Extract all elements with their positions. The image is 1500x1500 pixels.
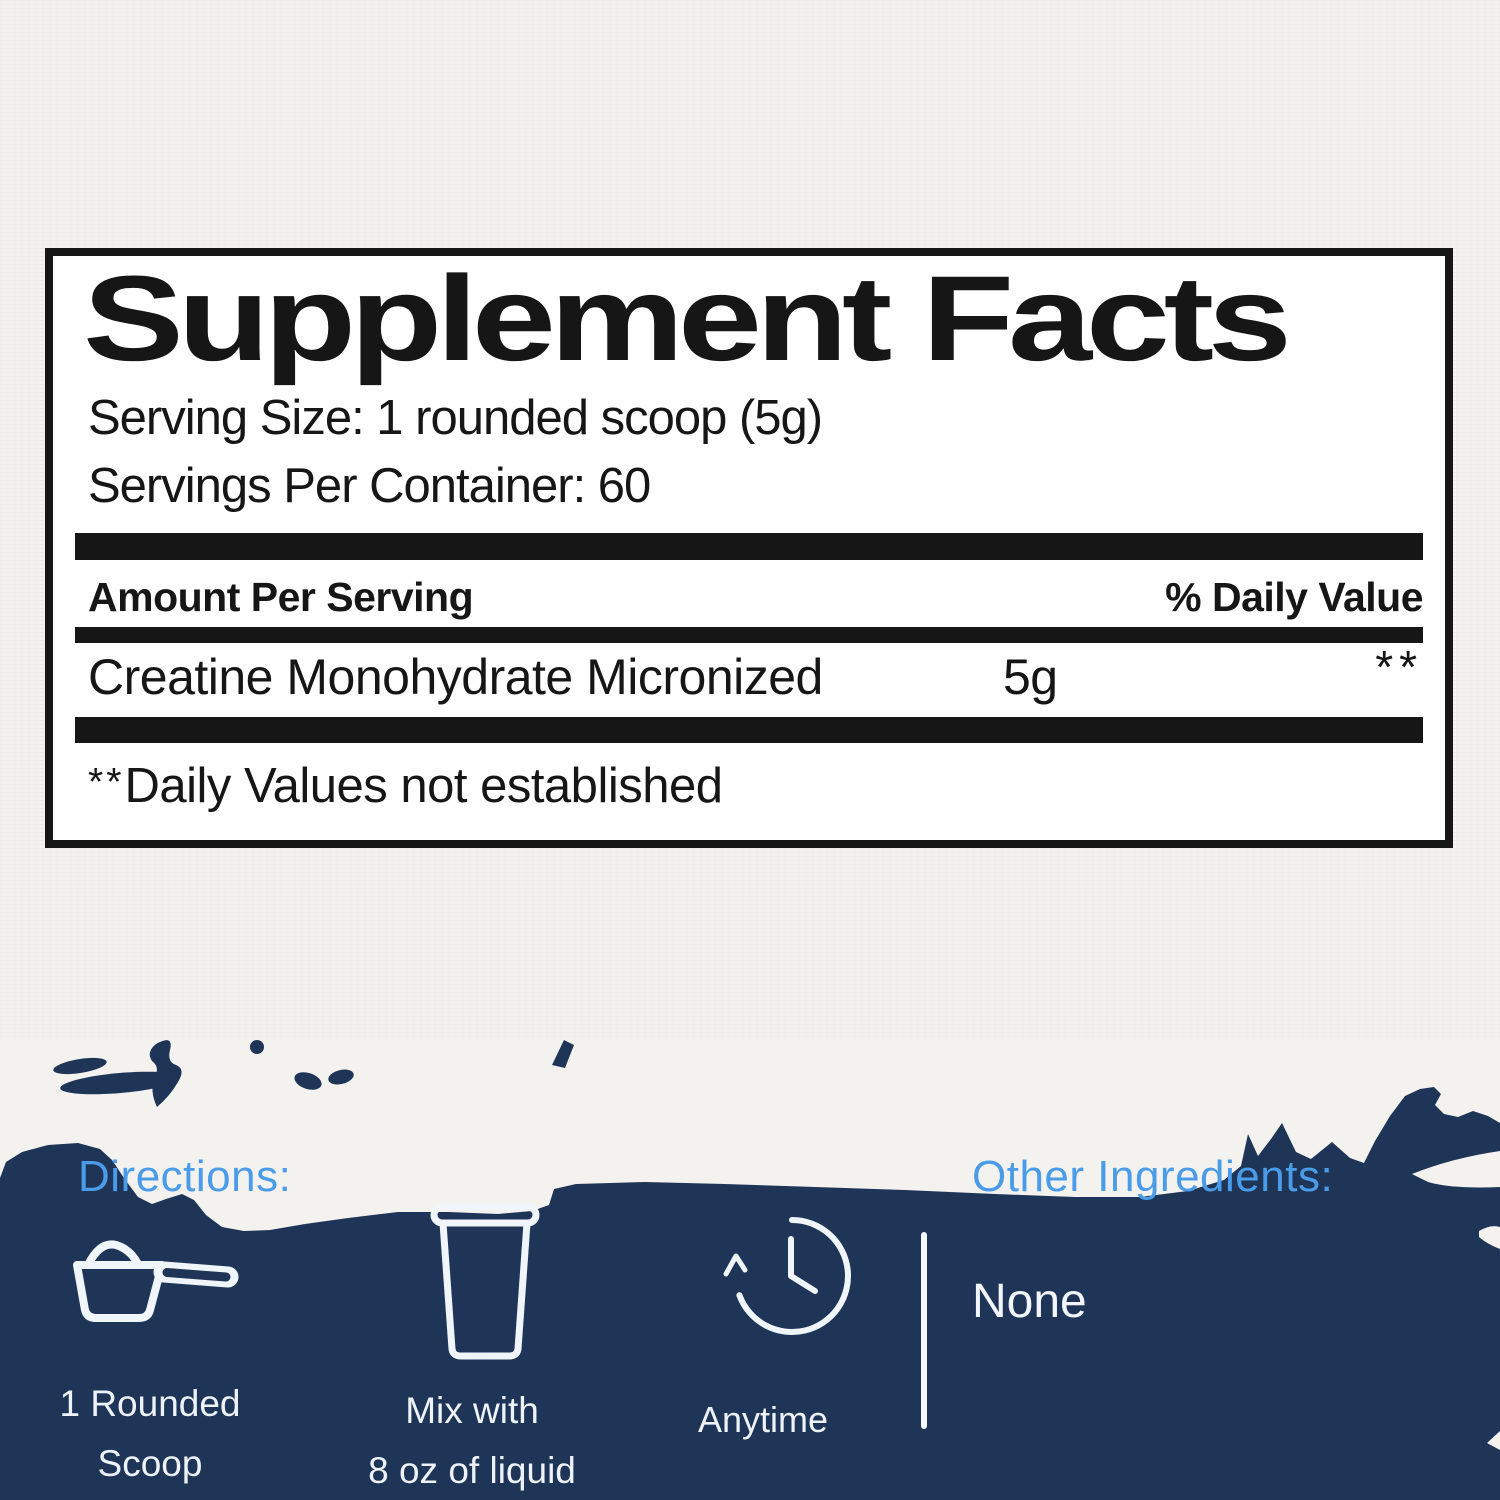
paint-splatter xyxy=(53,1040,574,1107)
amount-per-serving-label: Amount Per Serving xyxy=(88,574,474,620)
nutrient-name: Creatine Monohydrate Micronized xyxy=(88,649,823,705)
scoop-caption-line1: 1 Rounded xyxy=(59,1383,241,1424)
scoop-icon xyxy=(73,1240,239,1322)
thick-divider-bar-top xyxy=(75,533,1423,560)
vertical-divider xyxy=(921,1232,927,1429)
supplement-facts-title: Supplement Facts xyxy=(83,250,1292,386)
other-ingredients-value: None xyxy=(972,1275,1087,1328)
footnote: **Daily Values not established xyxy=(88,758,723,814)
scoop-caption: 1 Rounded Scoop xyxy=(30,1374,270,1494)
clock-caption-line1: Anytime xyxy=(697,1399,829,1440)
thin-divider-bar xyxy=(75,627,1423,643)
serving-info: Serving Size: 1 rounded scoop (5g) Servi… xyxy=(88,384,823,520)
cup-caption-line1: Mix with xyxy=(405,1390,539,1431)
nutrient-amount: 5g xyxy=(1003,649,1058,705)
other-ingredients-title: Other Ingredients: xyxy=(972,1152,1334,1201)
clock-caption: Anytime xyxy=(688,1390,838,1450)
paint-gaps xyxy=(1412,1151,1500,1450)
cup-caption-line2: 8 oz of liquid xyxy=(368,1450,576,1491)
footnote-text: Daily Values not established xyxy=(124,759,723,813)
nutrient-row: Creatine Monohydrate Micronized 5g ** xyxy=(88,641,1423,716)
clock-icon xyxy=(723,1217,851,1335)
facts-header-row: Amount Per Serving % Daily Value xyxy=(88,574,1423,621)
nutrient-daily-value: ** xyxy=(1375,641,1423,693)
cup-caption: Mix with 8 oz of liquid xyxy=(352,1381,592,1500)
footnote-marker: ** xyxy=(88,761,125,805)
thick-divider-bar-bottom xyxy=(75,717,1423,743)
cup-icon xyxy=(430,1203,540,1360)
scoop-caption-line2: Scoop xyxy=(97,1443,203,1484)
torn-paint-band xyxy=(0,1040,1500,1500)
daily-value-label: % Daily Value xyxy=(1165,574,1423,620)
directions-title: Directions: xyxy=(78,1152,292,1201)
servings-per-container-line: Servings Per Container: 60 xyxy=(88,459,651,513)
serving-size-line: Serving Size: 1 rounded scoop (5g) xyxy=(88,391,823,445)
supplement-facts-panel: Supplement Facts Serving Size: 1 rounded… xyxy=(45,248,1453,848)
